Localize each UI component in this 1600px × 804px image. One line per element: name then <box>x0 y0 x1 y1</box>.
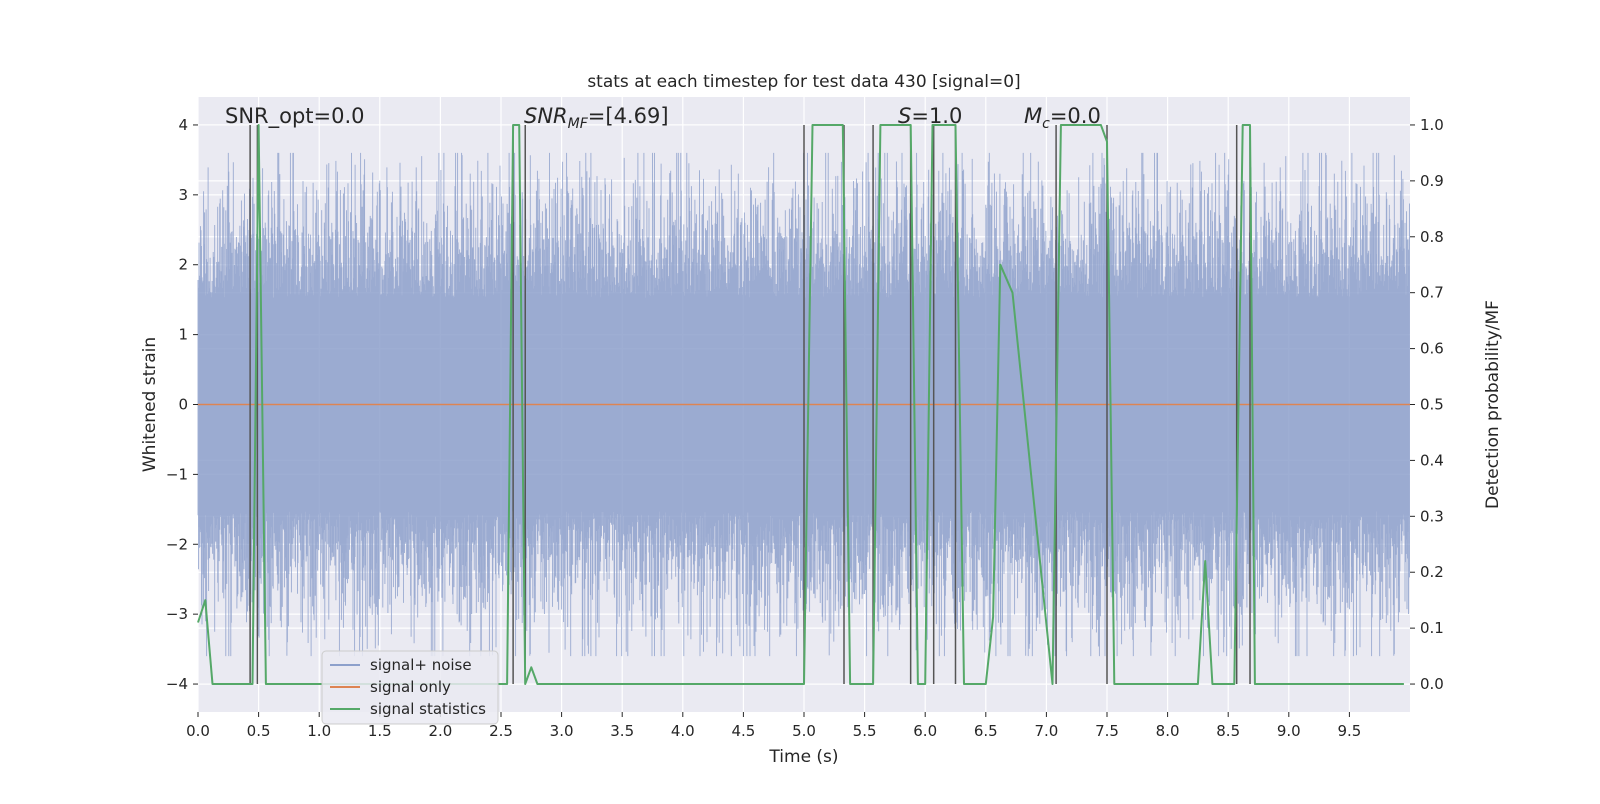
x-tick-label: 6.5 <box>974 722 998 740</box>
x-tick-label: 5.0 <box>792 722 816 740</box>
y-tick-label: 0 <box>178 396 188 414</box>
x-tick-label: 3.0 <box>550 722 574 740</box>
x-tick-label: 0.0 <box>186 722 210 740</box>
legend-entry: signal+ noise <box>370 656 472 674</box>
y-tick-label: 1 <box>178 326 188 344</box>
y2-axis-label: Detection probability/MF <box>1483 300 1503 509</box>
x-tick-label: 6.0 <box>913 722 937 740</box>
x-tick-label: 2.5 <box>489 722 513 740</box>
x-tick-label: 4.5 <box>731 722 755 740</box>
annotation-snr-mf: SNRMF=[4.69] <box>524 104 669 132</box>
annotation-snr-mf-value: =[4.69] <box>588 104 669 128</box>
y2-tick-label: 0.2 <box>1420 563 1444 581</box>
y-tick-label: −1 <box>166 465 188 483</box>
y2-tick-label: 0.3 <box>1420 507 1444 525</box>
y2-tick-label: 0.1 <box>1420 619 1444 637</box>
series-signal-noise <box>197 152 1410 657</box>
legend-entry: signal statistics <box>370 700 486 718</box>
y2-tick-label: 0.8 <box>1420 228 1444 246</box>
y-tick-label: −3 <box>166 605 188 623</box>
y2-tick-label: 0.6 <box>1420 340 1444 358</box>
signal-statistics-line <box>197 124 1404 685</box>
annotation-snr-mf-subscript: MF <box>568 116 589 132</box>
annotation-mc-value: =0.0 <box>1050 104 1101 128</box>
chart-title: stats at each timestep for test data 430… <box>587 72 1020 92</box>
x-tick-label: 2.0 <box>428 722 452 740</box>
x-tick-label: 7.5 <box>1095 722 1119 740</box>
series-signal-statistics <box>197 124 1404 685</box>
y-tick-label: −2 <box>166 535 188 553</box>
y-tick-label: 2 <box>178 256 188 274</box>
annotation-snr-mf-symbol: SNR <box>524 104 568 128</box>
annotation-mc-subscript: c <box>1042 116 1050 132</box>
y2-tick-label: 1.0 <box>1420 116 1444 134</box>
annotation-s-symbol: S <box>898 104 911 128</box>
y2-tick-label: 0.0 <box>1420 675 1444 693</box>
annotation-snr-opt: SNR_opt=0.0 <box>225 104 365 129</box>
annotation-mc-symbol: M <box>1024 104 1042 128</box>
x-tick-label: 8.0 <box>1156 722 1180 740</box>
annotation-s-value: =1.0 <box>911 104 962 128</box>
y2-tick-label: 0.9 <box>1420 172 1444 190</box>
x-tick-label: 7.0 <box>1034 722 1058 740</box>
x-tick-label: 3.5 <box>610 722 634 740</box>
x-tick-label: 4.0 <box>671 722 695 740</box>
x-tick-label: 9.5 <box>1337 722 1361 740</box>
x-tick-label: 1.5 <box>368 722 392 740</box>
x-tick-label: 9.0 <box>1277 722 1301 740</box>
legend-entry: signal only <box>370 678 451 696</box>
x-tick-label: 8.5 <box>1216 722 1240 740</box>
y-tick-label: 4 <box>178 116 188 134</box>
legend-box <box>321 650 499 725</box>
y2-tick-label: 0.7 <box>1420 284 1444 302</box>
noise-trace <box>197 152 1410 657</box>
x-tick-label: 5.5 <box>853 722 877 740</box>
annotation-mc: Mc=0.0 <box>1024 104 1101 132</box>
y2-tick-label: 0.5 <box>1420 396 1444 414</box>
y-tick-label: 3 <box>178 186 188 204</box>
legend: signal+ noise signal only signal statistic… <box>321 650 499 725</box>
annotation-s: S=1.0 <box>898 104 962 128</box>
y-tick-label: −4 <box>166 675 188 693</box>
x-tick-label: 0.5 <box>247 722 271 740</box>
axes: 0.0 0.5 1.0 1.5 2.0 2.5 3.0 3.5 4.0 4.5 5.0 5.5 6.0 6… <box>166 116 1444 740</box>
y-axis-label: Whitened strain <box>140 337 160 472</box>
y2-tick-label: 0.4 <box>1420 451 1444 469</box>
x-tick-label: 1.0 <box>307 722 331 740</box>
x-axis-label: Time (s) <box>768 747 838 767</box>
